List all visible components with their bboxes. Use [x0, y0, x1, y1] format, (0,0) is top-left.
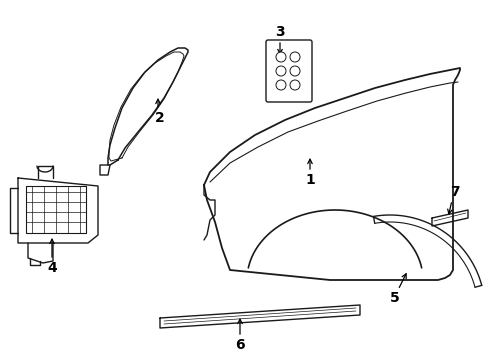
Circle shape [290, 52, 300, 62]
Circle shape [290, 80, 300, 90]
Text: 1: 1 [305, 173, 315, 187]
Text: 6: 6 [235, 338, 245, 352]
Circle shape [276, 80, 286, 90]
Text: 7: 7 [450, 185, 460, 199]
Circle shape [290, 66, 300, 76]
Circle shape [276, 52, 286, 62]
Circle shape [276, 66, 286, 76]
FancyBboxPatch shape [266, 40, 312, 102]
Text: 3: 3 [275, 25, 285, 39]
Text: 2: 2 [155, 111, 165, 125]
Text: 4: 4 [47, 261, 57, 275]
Text: 5: 5 [390, 291, 400, 305]
